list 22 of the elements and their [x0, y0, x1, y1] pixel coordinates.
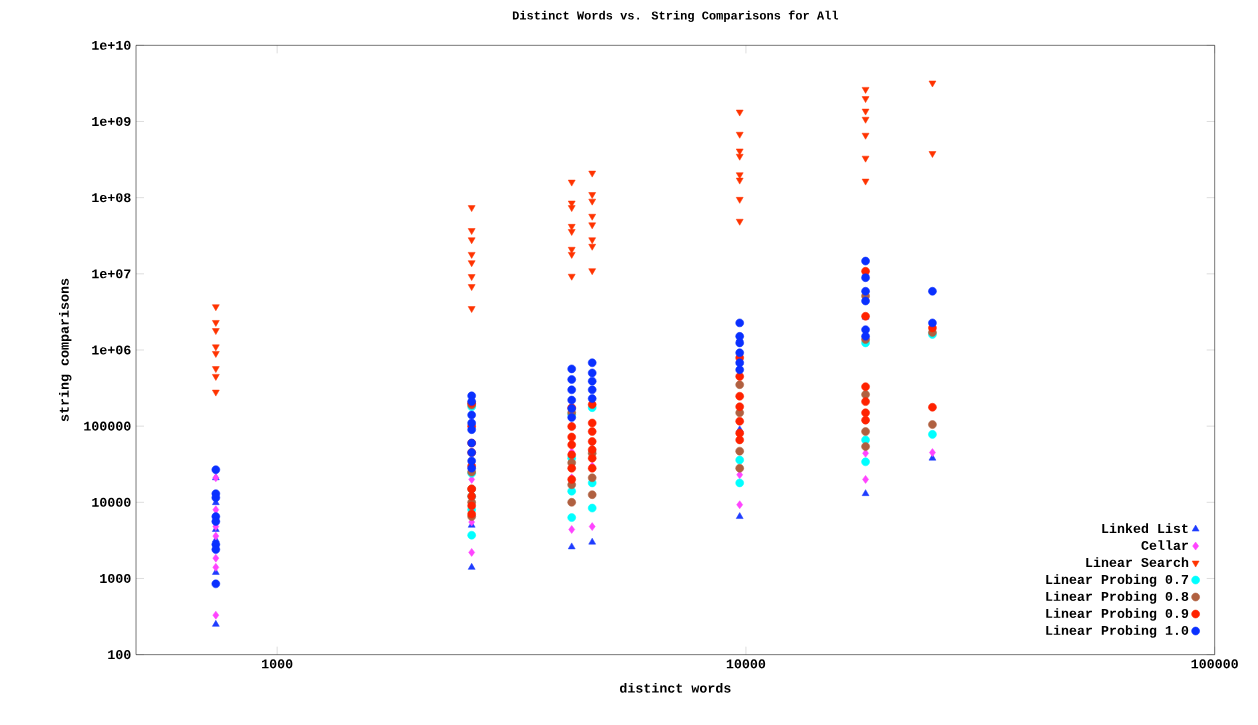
legend-label: Linear Probing 0.8 — [1046, 591, 1189, 604]
y-tick-label: 1000 — [100, 573, 131, 584]
y-tick-label: 1e+09 — [92, 116, 131, 127]
legend-label: Linear Search — [1086, 557, 1189, 568]
legend-label: Linear Probing 0.9 — [1046, 608, 1189, 621]
legend-label: Linear Probing 1.0 — [1046, 625, 1189, 638]
legend-label: Linked List — [1102, 523, 1188, 534]
x-tick-label: 10000 — [726, 659, 766, 669]
y-tick-label: 1e+07 — [92, 269, 131, 279]
y-tick-label: 1e+10 — [92, 40, 131, 50]
y-tick-label: 10000 — [92, 497, 131, 507]
x-tick-label: 100000 — [1191, 659, 1238, 669]
legend-label: Cellar — [1141, 540, 1188, 551]
y-tick-label: 1e+08 — [92, 193, 131, 203]
y-tick-label: 100 — [108, 650, 131, 660]
y-axis-title: string comparisons — [59, 278, 72, 422]
y-tick-label: 1e+06 — [92, 345, 131, 355]
x-tick-label: 1000 — [262, 659, 293, 669]
x-axis-title: distinct words — [619, 682, 731, 693]
y-tick-label: 100000 — [84, 421, 131, 431]
legend-label: Linear Probing 0.7 — [1046, 574, 1189, 587]
chart-title: Distinct Words vs. String Comparisons for All — [512, 10, 839, 22]
